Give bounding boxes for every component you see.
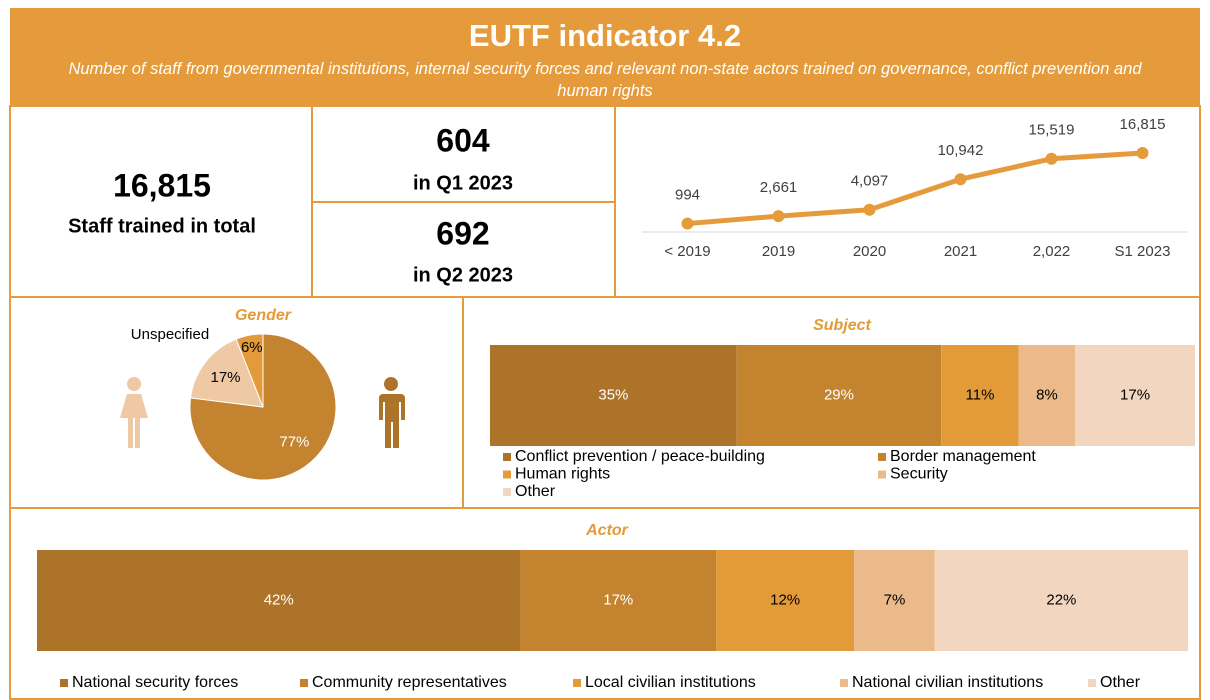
legend-swatch [1088, 679, 1096, 687]
male-icon [379, 377, 405, 448]
header: EUTF indicator 4.2 Number of staff from … [10, 8, 1200, 105]
data-label: 8% [1036, 386, 1058, 403]
x-tick-label: 2020 [853, 243, 886, 260]
data-label: 22% [1046, 591, 1076, 608]
data-label: 77% [279, 434, 309, 451]
bar-segment [520, 550, 717, 651]
data-label: 15,519 [1029, 122, 1075, 139]
legend-swatch [503, 453, 511, 461]
x-tick-label: < 2019 [664, 243, 710, 260]
legend-swatch [503, 470, 511, 479]
data-label: 42% [264, 591, 294, 608]
kpi-value: 604 [436, 122, 490, 158]
legend-swatch [503, 488, 511, 496]
kpi-value: 692 [436, 215, 489, 251]
data-label: 4,097 [851, 173, 889, 190]
data-label: 6% [241, 339, 263, 356]
x-tick-label: S1 2023 [1115, 243, 1171, 260]
legend-label: Local civilian institutions [585, 674, 756, 691]
kpi-value: 16,815 [113, 167, 211, 203]
data-label: 11% [966, 386, 995, 403]
data-label: 17% [603, 591, 633, 608]
x-tick-label: 2021 [944, 243, 977, 260]
legend-label: Border management [890, 448, 1036, 465]
frames [9, 105, 1201, 700]
data-label: 17% [210, 369, 240, 386]
bar-segment [934, 550, 1188, 651]
data-label: 10,942 [938, 142, 984, 159]
chart-title: Gender [235, 307, 292, 324]
pie-slice [235, 333, 264, 408]
data-label: 7% [884, 591, 906, 608]
category-label: Unspecified [131, 326, 209, 343]
legend-label: Community representatives [312, 674, 507, 691]
legend-swatch [840, 679, 848, 687]
point [1136, 147, 1149, 159]
legend-label: Conflict prevention / peace-building [515, 448, 765, 465]
data-label: 12% [770, 591, 800, 608]
bar-segment [490, 345, 737, 446]
chart-title: Subject [813, 317, 871, 334]
x-tick-label: 2019 [762, 243, 795, 260]
bar-segment [1018, 345, 1076, 446]
kpi-label: in Q2 2023 [413, 264, 513, 286]
point [772, 210, 785, 223]
legend-label: Human rights [515, 466, 610, 483]
legend-swatch [300, 679, 308, 687]
title: EUTF indicator 4.2 [468, 18, 742, 53]
kpi-label: Staff trained in total [68, 215, 256, 237]
point [681, 217, 694, 230]
kpi-label: in Q1 2023 [413, 172, 513, 194]
data-label: 17% [1120, 386, 1150, 403]
point [954, 173, 967, 186]
female-icon [120, 377, 148, 448]
line [687, 150, 1143, 227]
legend-label: Other [515, 483, 556, 500]
chart-title: Actor [585, 522, 629, 539]
point [1045, 152, 1058, 165]
legend-swatch [60, 679, 68, 687]
pie-slice [190, 338, 264, 408]
data-label: 35% [598, 386, 628, 403]
legend-label: Other [1100, 674, 1141, 691]
subtitle: Number of staff from governmental instit… [68, 60, 1142, 100]
legend-swatch [573, 679, 581, 687]
legend-label: National security forces [72, 674, 238, 691]
frame [9, 105, 1201, 700]
data-label: 2,661 [760, 179, 798, 196]
bar-segment [854, 550, 935, 651]
data-label: 16,815 [1120, 116, 1166, 133]
bar-segment [716, 550, 855, 651]
legend-swatch [878, 453, 886, 461]
legend-label: Security [890, 466, 948, 483]
bar-segment [1075, 345, 1195, 446]
data-label: 29% [824, 386, 854, 403]
bar-segment [941, 345, 1019, 446]
legend-label: National civilian institutions [852, 674, 1043, 691]
point [863, 203, 876, 216]
x-tick-label: 2,022 [1033, 243, 1071, 260]
bar-segment [37, 550, 521, 651]
data-label: 994 [675, 187, 700, 204]
legend-swatch [878, 470, 886, 479]
bar-segment [736, 345, 942, 446]
